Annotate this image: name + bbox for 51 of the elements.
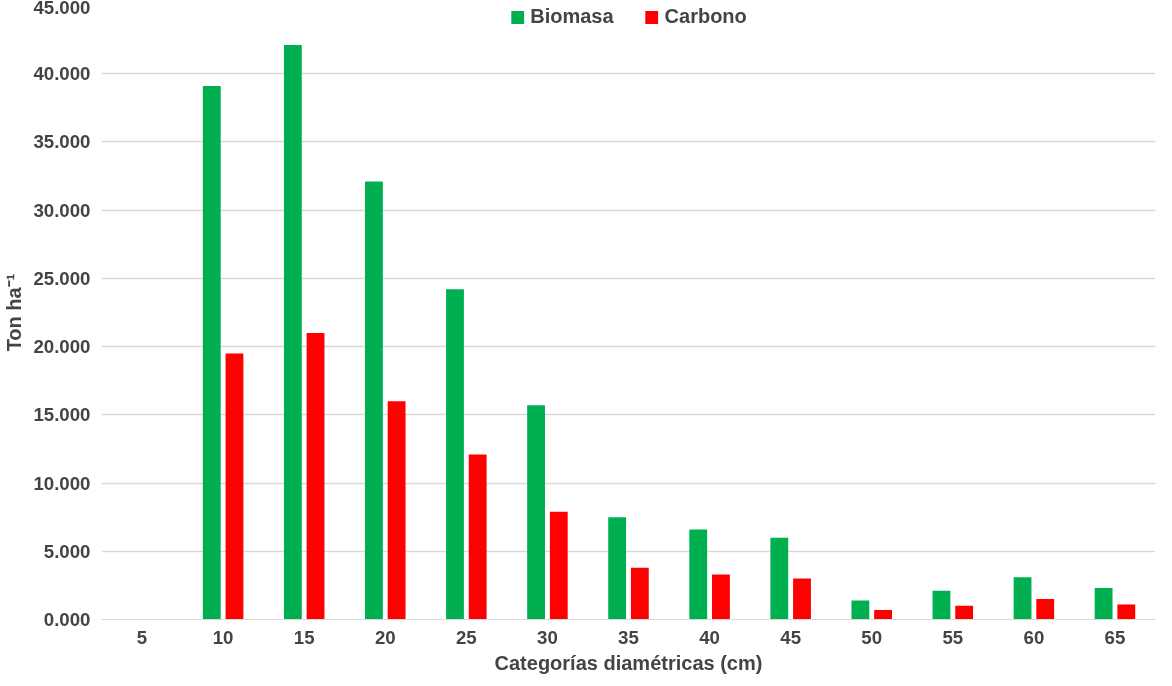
x-axis-title: Categorías diamétricas (cm): [494, 651, 763, 674]
x-tick-label: 25: [455, 626, 477, 648]
bar: [932, 590, 951, 620]
bar: [851, 600, 870, 620]
bar: [387, 401, 406, 620]
bar: [527, 405, 545, 620]
x-tick-label: 45: [780, 626, 802, 648]
y-tick-label: 20.000: [33, 336, 91, 358]
y-axis-title: Ton ha⁻¹: [3, 273, 26, 352]
bar: [306, 332, 325, 620]
x-tick-label: 40: [699, 626, 720, 648]
bar: [874, 609, 892, 620]
x-tick-label: 35: [618, 626, 639, 648]
bar: [630, 567, 649, 620]
bar: [1036, 599, 1055, 620]
y-tick-label: 15.000: [33, 404, 91, 426]
y-tick-label: 35.000: [33, 131, 91, 153]
x-tick-label: 5: [136, 626, 148, 648]
bar: [712, 574, 730, 620]
bar: [955, 605, 974, 620]
bar: [283, 45, 302, 620]
x-tick-label: 55: [942, 626, 964, 648]
bar: [468, 454, 487, 620]
y-tick-label: 45.000: [33, 0, 91, 18]
y-tick-label: 0.000: [43, 609, 91, 630]
bar: [793, 578, 811, 620]
bar: [1117, 604, 1136, 620]
x-tick-label: 65: [1104, 626, 1126, 648]
bar: [770, 537, 789, 620]
x-tick-label: 60: [1023, 626, 1045, 648]
bar: [1094, 588, 1113, 620]
bar: [446, 289, 464, 620]
x-tick-label: 15: [293, 626, 315, 648]
x-tick-label: 10: [212, 626, 234, 648]
bar: [202, 86, 221, 620]
bar: [225, 353, 244, 620]
bar: [549, 511, 568, 620]
x-tick-label: 20: [374, 626, 396, 648]
bar: [608, 517, 627, 620]
y-tick-label: 5.000: [43, 540, 91, 562]
x-tick-label: 50: [861, 626, 883, 648]
y-tick-label: 25.000: [33, 267, 91, 289]
legend-label: Biomasa: [530, 5, 614, 28]
y-tick-label: 40.000: [33, 63, 91, 85]
x-tick-label: 30: [537, 626, 558, 648]
legend-label: Carbono: [664, 5, 747, 28]
bar: [365, 181, 383, 620]
bar: [1013, 577, 1032, 620]
y-tick-label: 30.000: [33, 199, 91, 221]
y-tick-label: 10.000: [33, 472, 91, 494]
bar: [689, 529, 708, 620]
